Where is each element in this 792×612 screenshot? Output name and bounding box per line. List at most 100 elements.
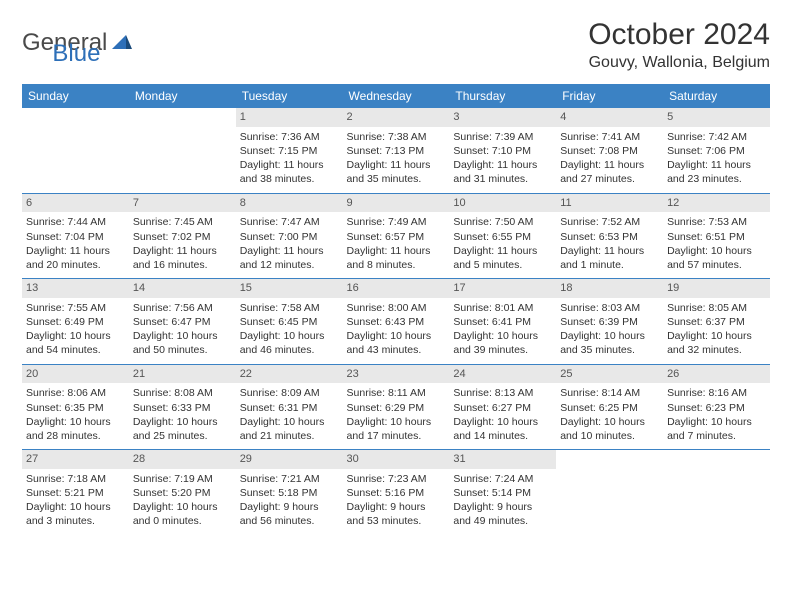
- day-cell-23: 23 Sunrise: 8:11 AMSunset: 6:29 PMDayligh…: [343, 364, 450, 450]
- day-cell-3: 3 Sunrise: 7:39 AMSunset: 7:10 PMDaylight…: [449, 108, 556, 193]
- day-number: 13: [22, 279, 129, 298]
- empty-cell: [663, 450, 770, 535]
- day-cell-12: 12 Sunrise: 7:53 AMSunset: 6:51 PMDayligh…: [663, 193, 770, 279]
- day-cell-29: 29 Sunrise: 7:21 AMSunset: 5:18 PMDayligh…: [236, 450, 343, 535]
- day-number: 5: [663, 108, 770, 127]
- day-info: Sunrise: 7:47 AMSunset: 7:00 PMDaylight:…: [240, 215, 339, 272]
- week-row: 6 Sunrise: 7:44 AMSunset: 7:04 PMDaylight…: [22, 193, 770, 279]
- day-info: Sunrise: 7:49 AMSunset: 6:57 PMDaylight:…: [347, 215, 446, 272]
- month-title: October 2024: [588, 18, 770, 52]
- day-cell-21: 21Sunrise: 8:08 AMSunset: 6:33 PMDayligh…: [129, 364, 236, 450]
- day-cell-2: 2 Sunrise: 7:38 AMSunset: 7:13 PMDaylight…: [343, 108, 450, 193]
- day-number: 12: [663, 194, 770, 213]
- day-info: Sunrise: 8:06 AMSunset: 6:35 PMDaylight:…: [26, 386, 125, 443]
- day-info: Sunrise: 7:21 AMSunset: 5:18 PMDaylight:…: [240, 472, 339, 529]
- week-row: 1Sunrise: 7:36 AMSunset: 7:15 PMDaylight…: [22, 108, 770, 193]
- week-row: 13 Sunrise: 7:55 AMSunset: 6:49 PMDayligh…: [22, 279, 770, 365]
- day-info: Sunrise: 8:09 AMSunset: 6:31 PMDaylight:…: [240, 386, 339, 443]
- day-cell-10: 10 Sunrise: 7:50 AMSunset: 6:55 PMDayligh…: [449, 193, 556, 279]
- day-number: 19: [663, 279, 770, 298]
- day-number: 16: [343, 279, 450, 298]
- day-cell-22: 22 Sunrise: 8:09 AMSunset: 6:31 PMDayligh…: [236, 364, 343, 450]
- calendar-table: SundayMondayTuesdayWednesdayThursdayFrid…: [22, 84, 770, 535]
- day-cell-19: 19 Sunrise: 8:05 AMSunset: 6:37 PMDayligh…: [663, 279, 770, 365]
- day-number: 4: [556, 108, 663, 127]
- day-number: 23: [343, 365, 450, 384]
- day-info: Sunrise: 8:05 AMSunset: 6:37 PMDaylight:…: [667, 301, 766, 358]
- day-info: Sunrise: 7:55 AMSunset: 6:49 PMDaylight:…: [26, 301, 125, 358]
- day-cell-28: 28Sunrise: 7:19 AMSunset: 5:20 PMDayligh…: [129, 450, 236, 535]
- day-number: 21: [129, 365, 236, 384]
- day-number: 15: [236, 279, 343, 298]
- day-info: Sunrise: 7:18 AMSunset: 5:21 PMDaylight:…: [26, 472, 125, 529]
- day-header-monday: Monday: [129, 84, 236, 108]
- empty-cell: [129, 108, 236, 193]
- day-header-thursday: Thursday: [449, 84, 556, 108]
- day-number: 11: [556, 194, 663, 213]
- day-number: 31: [449, 450, 556, 469]
- day-number: 3: [449, 108, 556, 127]
- day-number: 27: [22, 450, 129, 469]
- day-info: Sunrise: 7:41 AMSunset: 7:08 PMDaylight:…: [560, 130, 659, 187]
- day-header-tuesday: Tuesday: [236, 84, 343, 108]
- day-number: 7: [129, 194, 236, 213]
- empty-cell: [22, 108, 129, 193]
- day-number: 24: [449, 365, 556, 384]
- day-info: Sunrise: 7:44 AMSunset: 7:04 PMDaylight:…: [26, 215, 125, 272]
- day-info: Sunrise: 8:01 AMSunset: 6:41 PMDaylight:…: [453, 301, 552, 358]
- day-cell-14: 14 Sunrise: 7:56 AMSunset: 6:47 PMDayligh…: [129, 279, 236, 365]
- day-info: Sunrise: 8:14 AMSunset: 6:25 PMDaylight:…: [560, 386, 659, 443]
- day-info: Sunrise: 7:23 AMSunset: 5:16 PMDaylight:…: [347, 472, 446, 529]
- day-header-wednesday: Wednesday: [343, 84, 450, 108]
- day-header-friday: Friday: [556, 84, 663, 108]
- day-info: Sunrise: 8:00 AMSunset: 6:43 PMDaylight:…: [347, 301, 446, 358]
- day-cell-26: 26 Sunrise: 8:16 AMSunset: 6:23 PMDayligh…: [663, 364, 770, 450]
- calendar-body: 1Sunrise: 7:36 AMSunset: 7:15 PMDaylight…: [22, 108, 770, 535]
- day-cell-25: 25Sunrise: 8:14 AMSunset: 6:25 PMDayligh…: [556, 364, 663, 450]
- day-info: Sunrise: 7:45 AMSunset: 7:02 PMDaylight:…: [133, 215, 232, 272]
- day-info: Sunrise: 7:39 AMSunset: 7:10 PMDaylight:…: [453, 130, 552, 187]
- day-number: 10: [449, 194, 556, 213]
- day-info: Sunrise: 8:16 AMSunset: 6:23 PMDaylight:…: [667, 386, 766, 443]
- day-info: Sunrise: 8:11 AMSunset: 6:29 PMDaylight:…: [347, 386, 446, 443]
- day-number: 18: [556, 279, 663, 298]
- location: Gouvy, Wallonia, Belgium: [588, 54, 770, 72]
- day-cell-20: 20 Sunrise: 8:06 AMSunset: 6:35 PMDayligh…: [22, 364, 129, 450]
- day-number: 17: [449, 279, 556, 298]
- day-number: 9: [343, 194, 450, 213]
- day-info: Sunrise: 8:13 AMSunset: 6:27 PMDaylight:…: [453, 386, 552, 443]
- day-cell-4: 4 Sunrise: 7:41 AMSunset: 7:08 PMDaylight…: [556, 108, 663, 193]
- day-cell-8: 8 Sunrise: 7:47 AMSunset: 7:00 PMDaylight…: [236, 193, 343, 279]
- title-block: October 2024 Gouvy, Wallonia, Belgium: [588, 18, 770, 72]
- day-cell-17: 17 Sunrise: 8:01 AMSunset: 6:41 PMDayligh…: [449, 279, 556, 365]
- day-number: 8: [236, 194, 343, 213]
- day-number: 29: [236, 450, 343, 469]
- day-number: 14: [129, 279, 236, 298]
- day-cell-7: 7 Sunrise: 7:45 AMSunset: 7:02 PMDaylight…: [129, 193, 236, 279]
- day-number: 6: [22, 194, 129, 213]
- day-number: 20: [22, 365, 129, 384]
- header: General Blue October 2024 Gouvy, Walloni…: [22, 18, 770, 72]
- day-info: Sunrise: 7:24 AMSunset: 5:14 PMDaylight:…: [453, 472, 552, 529]
- day-info: Sunrise: 8:03 AMSunset: 6:39 PMDaylight:…: [560, 301, 659, 358]
- day-cell-5: 5 Sunrise: 7:42 AMSunset: 7:06 PMDaylight…: [663, 108, 770, 193]
- day-info: Sunrise: 7:53 AMSunset: 6:51 PMDaylight:…: [667, 215, 766, 272]
- day-cell-16: 16 Sunrise: 8:00 AMSunset: 6:43 PMDayligh…: [343, 279, 450, 365]
- day-number: 28: [129, 450, 236, 469]
- day-number: 2: [343, 108, 450, 127]
- day-number: 22: [236, 365, 343, 384]
- day-number: 26: [663, 365, 770, 384]
- day-info: Sunrise: 7:56 AMSunset: 6:47 PMDaylight:…: [133, 301, 232, 358]
- logo: General Blue: [22, 18, 100, 68]
- day-info: Sunrise: 7:50 AMSunset: 6:55 PMDaylight:…: [453, 215, 552, 272]
- day-cell-27: 27 Sunrise: 7:18 AMSunset: 5:21 PMDayligh…: [22, 450, 129, 535]
- day-info: Sunrise: 7:52 AMSunset: 6:53 PMDaylight:…: [560, 215, 659, 272]
- day-cell-15: 15 Sunrise: 7:58 AMSunset: 6:45 PMDayligh…: [236, 279, 343, 365]
- day-info: Sunrise: 7:38 AMSunset: 7:13 PMDaylight:…: [347, 130, 446, 187]
- logo-text-2: Blue: [52, 40, 100, 68]
- day-info: Sunrise: 7:42 AMSunset: 7:06 PMDaylight:…: [667, 130, 766, 187]
- day-info: Sunrise: 7:58 AMSunset: 6:45 PMDaylight:…: [240, 301, 339, 358]
- day-cell-11: 11 Sunrise: 7:52 AMSunset: 6:53 PMDayligh…: [556, 193, 663, 279]
- week-row: 27 Sunrise: 7:18 AMSunset: 5:21 PMDayligh…: [22, 450, 770, 535]
- day-info: Sunrise: 7:36 AMSunset: 7:15 PMDaylight:…: [240, 130, 339, 187]
